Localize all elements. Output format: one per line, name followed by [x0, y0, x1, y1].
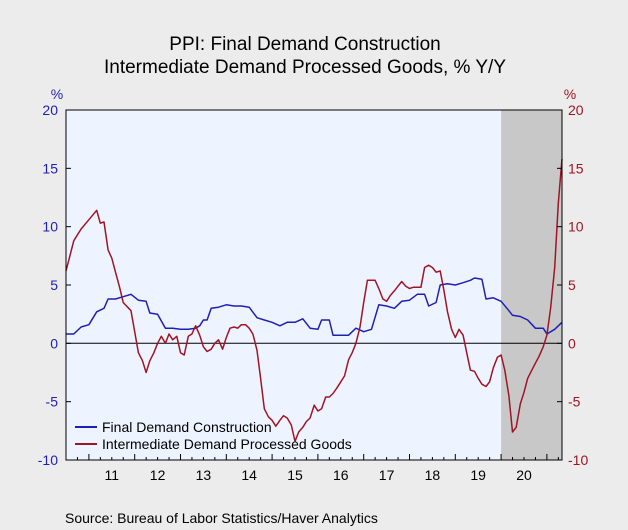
x-tick-label: 17	[379, 467, 395, 483]
left-y-tick-label: -5	[46, 394, 59, 410]
right-y-tick-label: -10	[568, 452, 588, 468]
right-y-tick-label: 0	[568, 335, 576, 351]
plot-area	[66, 110, 562, 460]
left-y-tick-label: 20	[42, 102, 58, 118]
ticks-layer: 20 20 15 15 10 10 5 5 0 0 -5 -5 -10 -10 11 12 13 14 15 16 17…	[38, 102, 589, 483]
right-y-tick-label: 5	[568, 277, 576, 293]
x-tick-label: 16	[333, 467, 349, 483]
left-y-tick-label: 0	[50, 335, 58, 351]
x-tick-label: 20	[516, 467, 532, 483]
x-tick-label: 19	[470, 467, 486, 483]
x-tick-label: 13	[196, 467, 212, 483]
x-tick-label: 15	[287, 467, 303, 483]
chart-title-line-2: Intermediate Demand Processed Goods, % Y…	[104, 57, 506, 78]
x-tick-label: 14	[241, 467, 257, 483]
right-y-tick-label: 15	[568, 160, 584, 176]
series-line-intermediate-demand-processed-goods	[65, 158, 563, 443]
recession-shading-layer	[501, 110, 562, 460]
source-note: Source: Bureau of Labor Statistics/Haver…	[65, 510, 378, 526]
left-y-tick-label: 15	[42, 160, 58, 176]
left-y-tick-label: 10	[42, 219, 58, 235]
x-tick-label: 18	[425, 467, 441, 483]
chart-title-line-1: PPI: Final Demand Construction	[169, 34, 440, 55]
right-y-tick-label: 10	[568, 219, 584, 235]
left-y-tick-label: -10	[38, 452, 58, 468]
recession-shading	[501, 110, 562, 460]
left-axis-unit: %	[51, 86, 63, 102]
right-y-tick-label: 20	[568, 102, 584, 118]
right-y-tick-label: -5	[568, 394, 581, 410]
series-layer	[65, 158, 563, 443]
legend-label: Final Demand Construction	[102, 419, 272, 435]
right-axis-unit: %	[564, 86, 576, 102]
x-tick-label: 11	[105, 467, 120, 483]
x-tick-label: 12	[150, 467, 166, 483]
left-y-tick-label: 5	[50, 277, 58, 293]
series-line-final-demand-construction	[66, 277, 563, 336]
legend-label: Intermediate Demand Processed Goods	[102, 436, 352, 452]
